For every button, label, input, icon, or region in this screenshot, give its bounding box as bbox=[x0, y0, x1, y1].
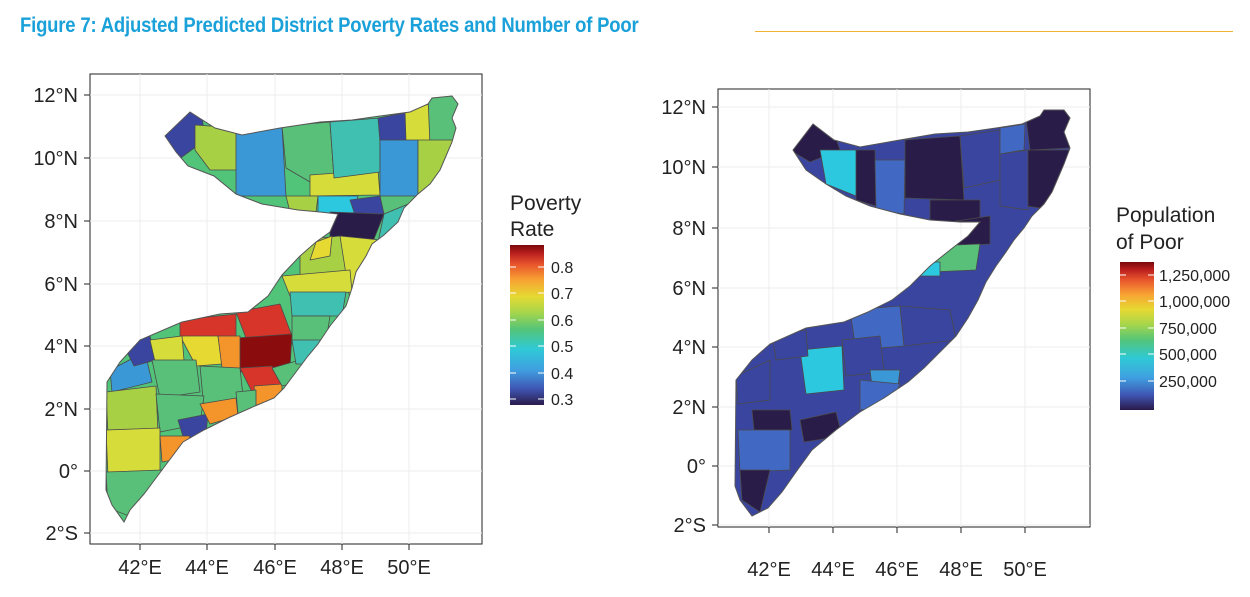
lat-tick: 2°S bbox=[46, 523, 78, 545]
population-of-poor-map: 12°N 10°N 8°N 6°N 4°N 2°N 0° 2°S 42°E 44… bbox=[661, 88, 1230, 581]
left-lat-labels: 12°N 10°N 8°N 6°N 4°N 2°N 0° 2°S bbox=[33, 85, 78, 545]
right-lat-labels: 12°N 10°N 8°N 6°N 4°N 2°N 0° 2°S bbox=[661, 97, 706, 537]
legend-title-line1: Poverty bbox=[510, 192, 582, 215]
lat-tick: 2°S bbox=[674, 515, 706, 537]
lat-tick: 2°N bbox=[44, 399, 78, 421]
poverty-rate-map: 12°N 10°N 8°N 6°N 4°N 2°N 0° 2°S 42°E 44… bbox=[33, 73, 582, 579]
legend-tick: 750,000 bbox=[1159, 321, 1217, 338]
lon-tick: 44°E bbox=[185, 557, 229, 579]
lon-tick: 42°E bbox=[747, 559, 791, 581]
legend-tick: 0.8 bbox=[551, 260, 573, 277]
figure-title: Figure 7: Adjusted Predicted District Po… bbox=[20, 14, 639, 37]
lon-tick: 42°E bbox=[118, 557, 162, 579]
lon-tick: 46°E bbox=[253, 557, 297, 579]
population-of-poor-legend: Population of Poor 1,250,000 1,000,000 7… bbox=[1116, 204, 1230, 410]
legend-tick: 0.6 bbox=[551, 313, 573, 330]
population-colorbar bbox=[1120, 262, 1154, 410]
lat-tick: 6°N bbox=[44, 274, 78, 296]
poverty-rate-legend: Poverty Rate 0.8 0.7 0.6 0.5 0.4 0.3 bbox=[510, 192, 582, 409]
legend-tick: 1,250,000 bbox=[1159, 268, 1230, 285]
right-country-outline bbox=[734, 109, 1071, 517]
left-axis-ticks bbox=[84, 94, 410, 550]
lon-tick: 50°E bbox=[387, 557, 431, 579]
lat-tick: 8°N bbox=[672, 218, 706, 240]
lat-tick: 10°N bbox=[661, 157, 706, 179]
lat-tick: 0° bbox=[59, 461, 78, 483]
lat-tick: 4°N bbox=[672, 337, 706, 359]
legend-title-line2: Rate bbox=[510, 218, 554, 241]
lon-tick: 50°E bbox=[1003, 559, 1047, 581]
lon-tick: 48°E bbox=[320, 557, 364, 579]
title-rule bbox=[755, 31, 1233, 32]
legend-tick: 1,000,000 bbox=[1159, 294, 1230, 311]
poverty-colorbar bbox=[510, 245, 544, 405]
lat-tick: 8°N bbox=[44, 211, 78, 233]
lat-tick: 6°N bbox=[672, 278, 706, 300]
left-lon-labels: 42°E 44°E 46°E 48°E 50°E bbox=[118, 557, 431, 579]
lat-tick: 10°N bbox=[33, 148, 78, 170]
legend-tick: 0.5 bbox=[551, 339, 573, 356]
lat-tick: 12°N bbox=[661, 97, 706, 119]
lon-tick: 46°E bbox=[875, 559, 919, 581]
legend-tick: 0.7 bbox=[551, 286, 573, 303]
legend-tick: 250,000 bbox=[1159, 374, 1217, 391]
legend-title-line2: of Poor bbox=[1116, 231, 1184, 254]
legend-tick: 0.4 bbox=[551, 366, 573, 383]
lat-tick: 4°N bbox=[44, 336, 78, 358]
lat-tick: 12°N bbox=[33, 85, 78, 107]
legend-tick: 500,000 bbox=[1159, 347, 1217, 364]
lon-tick: 48°E bbox=[939, 559, 983, 581]
legend-title-line1: Population bbox=[1116, 204, 1215, 227]
lat-tick: 0° bbox=[687, 456, 706, 478]
right-axis-ticks bbox=[712, 106, 1026, 533]
lon-tick: 44°E bbox=[811, 559, 855, 581]
lat-tick: 2°N bbox=[672, 397, 706, 419]
left-country-outline bbox=[105, 95, 459, 523]
legend-tick: 0.3 bbox=[551, 392, 573, 409]
right-lon-labels: 42°E 44°E 46°E 48°E 50°E bbox=[747, 559, 1047, 581]
